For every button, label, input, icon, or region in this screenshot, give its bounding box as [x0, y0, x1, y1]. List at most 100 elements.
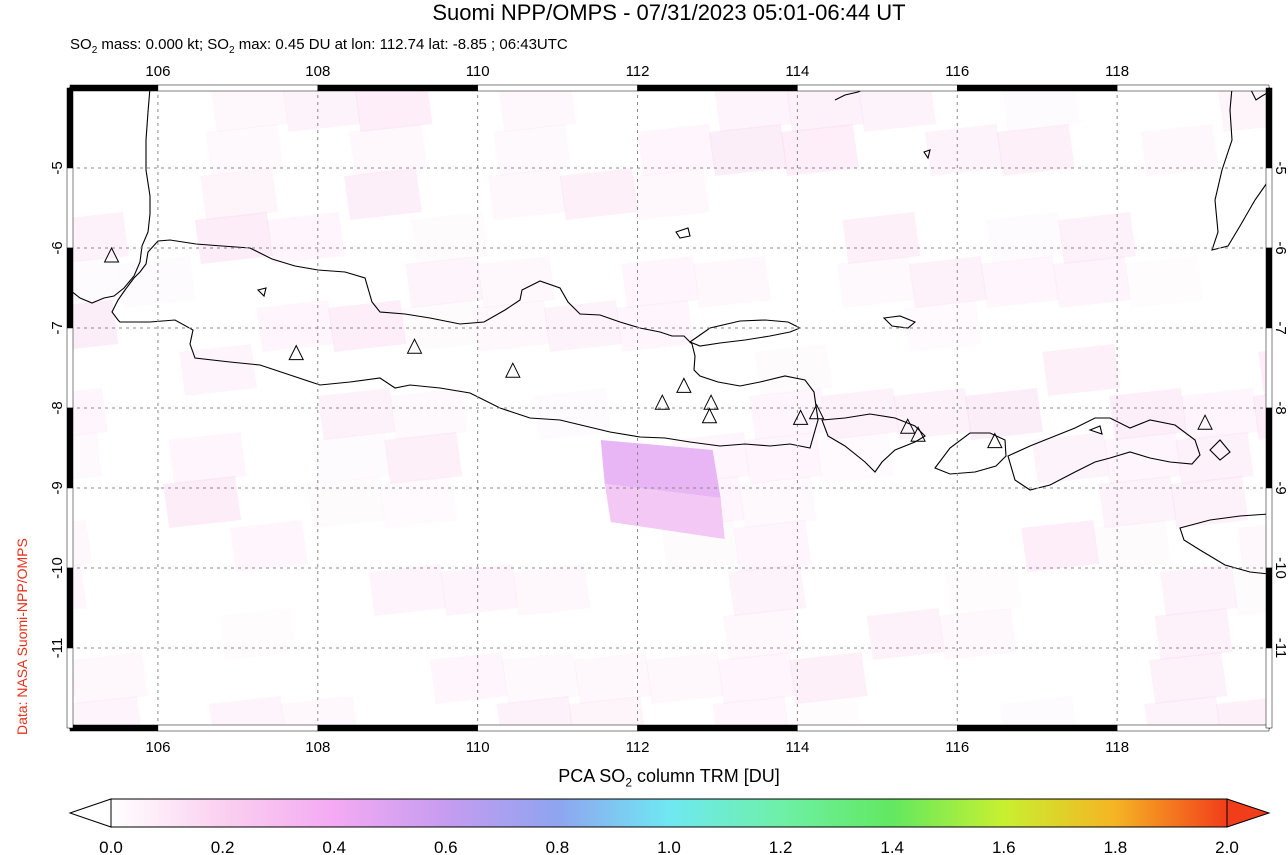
lat-tick-label-right: -6 — [1272, 241, 1288, 254]
so2-pixel — [410, 212, 489, 264]
so2-pixel — [637, 124, 715, 176]
frame-bar-right — [1265, 487, 1273, 569]
volcano-icon — [987, 432, 1003, 449]
so2-pixel — [493, 124, 572, 176]
so2-pixel — [1042, 344, 1121, 396]
so2-pixel — [1098, 476, 1177, 528]
so2-pixel — [1103, 432, 1182, 484]
so2-pixel — [986, 212, 1065, 264]
frame-bar-right — [1265, 407, 1273, 489]
coast-islet — [1088, 425, 1103, 435]
colorbar-tick-label: 1.4 — [880, 838, 904, 855]
so2-pixel — [712, 696, 789, 728]
coast-sumba — [1179, 513, 1269, 575]
so2-pixel — [405, 256, 484, 308]
so2-pixel — [749, 388, 828, 440]
so2-pixel — [256, 300, 335, 352]
so2-pixel — [815, 432, 894, 484]
so2-pixel — [1031, 432, 1110, 484]
so2-pixel — [208, 696, 286, 728]
so2-pixel — [400, 300, 479, 352]
so2-pixel — [512, 564, 591, 616]
so2-pixel — [205, 124, 284, 176]
so2-pixel — [1149, 652, 1228, 704]
frame-bar-right — [1265, 167, 1273, 249]
frame-bar-bottom — [957, 724, 1118, 732]
so2-pixel — [317, 388, 396, 440]
lon-tick-label-bottom: 118 — [1105, 739, 1129, 756]
colorbar-title-part: column TRM [DU] — [632, 766, 780, 786]
so2-pixel — [70, 564, 87, 610]
colorbar-tick-label: 1.2 — [769, 838, 793, 855]
coast-bali — [821, 413, 926, 473]
volcano-icon — [288, 344, 305, 361]
so2-pixel — [717, 652, 796, 704]
frame-bar-bottom — [1116, 724, 1270, 732]
map-title: Suomi NPP/OMPS - 07/31/2023 05:01-06:44 … — [432, 0, 906, 25]
lon-tick-label-top: 110 — [466, 63, 490, 80]
so2-pixel — [1093, 520, 1172, 572]
frame-bar-left — [66, 567, 74, 649]
so2-pixel — [893, 388, 972, 440]
so2-summary-part: SO — [70, 36, 92, 53]
volcano-icon — [808, 403, 825, 420]
so2-pixel — [866, 608, 945, 660]
colorbar-tick-label: 2.0 — [1215, 838, 1239, 855]
so2-pixel — [498, 88, 577, 132]
so2-pixel — [194, 212, 273, 264]
so2-pixel — [70, 388, 108, 437]
lat-tick-label-left: -10 — [49, 557, 66, 579]
coast-islet — [1209, 439, 1231, 461]
lon-tick-label-top: 118 — [1105, 63, 1129, 80]
coast-east-island — [1249, 88, 1269, 101]
frame-bar-bottom — [637, 724, 798, 732]
lat-tick-label-left: -9 — [49, 481, 66, 494]
so2-pixel — [965, 388, 1044, 440]
so2-pixel — [0, 696, 71, 748]
frame-bar-left — [66, 167, 74, 249]
so2-pixel — [996, 124, 1075, 176]
so2-pixel — [1279, 168, 1288, 220]
so2-summary-part: max: 0.45 DU at lon: 112.74 lat: -8.85 ;… — [234, 36, 568, 53]
so2-pixel — [1170, 476, 1249, 528]
colorbar-tick-label: 0.0 — [99, 838, 123, 855]
so2-pixel — [472, 300, 551, 352]
so2-pixel — [1058, 212, 1137, 264]
so2-pixel — [70, 300, 119, 350]
so2-pixel — [1140, 124, 1219, 176]
frame-bar-left — [66, 87, 74, 169]
volcano-icon — [676, 377, 692, 393]
so2-pixel — [210, 88, 289, 132]
frame-bar-bottom — [157, 724, 319, 732]
so2-pixel — [1124, 256, 1203, 308]
so2-pixel-layer — [0, 88, 1288, 748]
so2-pixel — [1252, 394, 1269, 440]
so2-pixel — [786, 88, 865, 132]
coast-islet — [923, 149, 931, 160]
coast-sulawesi — [1211, 88, 1269, 251]
so2-pixel — [943, 564, 1022, 616]
frame-bar-top — [69, 84, 159, 92]
frame-bar-bottom — [797, 724, 958, 732]
frame-bar-top — [317, 84, 478, 92]
lat-tick-label-left: -8 — [49, 401, 66, 414]
so2-pixel — [496, 696, 573, 728]
so2-pixel — [389, 388, 468, 440]
frame-bar-top — [1116, 84, 1270, 92]
colorbar-tick-label: 1.6 — [992, 838, 1016, 855]
so2-pixel — [1154, 608, 1233, 660]
volcano-icon — [899, 418, 916, 434]
so2-pixel — [70, 652, 77, 697]
so2-pixel — [573, 652, 652, 704]
so2-pixel — [1002, 88, 1080, 132]
colorbar-title: PCA SO2 column TRM [DU] — [0, 766, 1288, 790]
so2-summary-subscript: 2 — [91, 45, 98, 56]
lon-tick-label-top: 106 — [145, 63, 170, 80]
frame-bar-left — [66, 487, 74, 569]
lat-tick-label-left: -6 — [49, 241, 66, 254]
lon-tick-label-bottom: 112 — [626, 739, 650, 756]
so2-pixel — [714, 88, 793, 132]
map-background — [70, 88, 1269, 728]
lat-tick-label-left: -7 — [49, 321, 66, 334]
so2-pixel — [282, 88, 361, 132]
